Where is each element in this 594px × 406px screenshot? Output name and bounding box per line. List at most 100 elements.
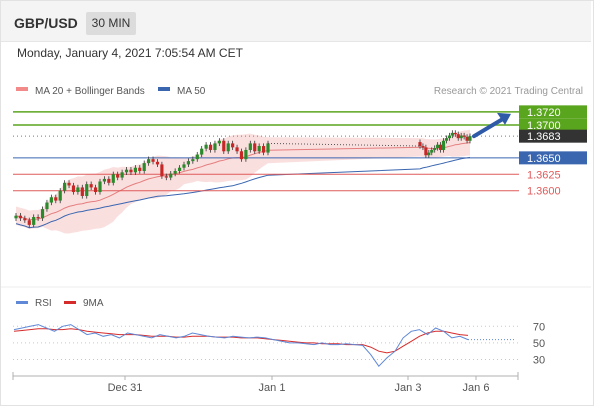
candle-body — [204, 144, 208, 149]
candle-body — [433, 148, 437, 150]
candle-body — [261, 146, 266, 153]
candle-body — [430, 149, 434, 153]
credit-label: Research © 2021 Trading Central — [434, 86, 583, 97]
header-bar: GBP/USD 30 MIN — [1, 1, 591, 42]
ma50-legend-label: MA 50 — [177, 86, 206, 97]
candle-body — [138, 167, 142, 171]
candle-body — [217, 140, 221, 144]
candle-body — [54, 197, 58, 201]
bollinger-legend-label: MA 20 + Bollinger Bands — [35, 86, 145, 97]
rsi-tick-label: 50 — [533, 338, 545, 350]
rsi-line — [13, 324, 469, 367]
level-label: 1.3600 — [527, 186, 561, 198]
level-label: 1.3625 — [527, 169, 561, 181]
candle-body — [424, 147, 428, 156]
candle-body — [257, 146, 261, 152]
candle-body — [436, 144, 440, 148]
candle-body — [248, 143, 252, 150]
candle-body — [80, 187, 84, 196]
candle-body — [421, 146, 425, 148]
candle-body — [213, 143, 217, 150]
candle-body — [164, 176, 168, 178]
candle-body — [195, 154, 199, 160]
candle-body — [111, 174, 115, 183]
candle-body — [231, 143, 235, 148]
candle-body — [147, 159, 151, 164]
candle-body — [45, 202, 49, 210]
symbol-title: GBP/USD — [14, 15, 78, 31]
candle-body — [182, 164, 186, 168]
candle-body — [36, 217, 40, 219]
candle-body — [239, 151, 244, 160]
datetime-label: Monday, January 4, 2021 7:05:54 AM CET — [17, 46, 243, 60]
candle-body — [222, 140, 226, 152]
candle-body — [27, 220, 31, 225]
candle-body — [89, 184, 93, 188]
candle-body — [453, 132, 457, 135]
candle-body — [456, 134, 460, 139]
level-label: 1.3720 — [527, 107, 561, 119]
last-price-tag — [519, 129, 587, 143]
candle-body — [129, 169, 133, 173]
candle-body — [186, 161, 191, 165]
candlesticks — [14, 130, 472, 228]
rsi-tick-label: 70 — [533, 321, 545, 333]
x-axis-labels: Dec 31 Jan 1 Jan 3 Jan 6 — [108, 376, 489, 394]
candle-body — [200, 148, 204, 155]
candle-body — [427, 152, 431, 156]
x-tick-label: Jan 1 — [259, 382, 286, 394]
candle-body — [191, 159, 195, 162]
candle-body — [441, 140, 446, 150]
candle-body — [133, 167, 137, 173]
candle-body — [151, 159, 155, 162]
candle-body — [459, 135, 463, 139]
timeframe-button[interactable]: 30 MIN — [86, 12, 136, 35]
candle-body — [32, 217, 36, 225]
candle-body — [438, 144, 443, 150]
candle-body — [18, 215, 23, 219]
rsi-tick-label: 30 — [533, 355, 545, 367]
rsi-ma-line — [13, 328, 469, 354]
candle-body — [160, 164, 164, 177]
forecast-arrow — [472, 112, 511, 139]
rsi-ma-legend-label: 9MA — [83, 298, 104, 309]
candle-body — [244, 149, 248, 160]
x-tick-label: Dec 31 — [108, 382, 143, 394]
resistance-price-tag — [519, 118, 587, 132]
candle-body — [462, 135, 466, 137]
candle-body — [253, 143, 257, 152]
candle-body — [102, 178, 107, 182]
candle-body — [49, 197, 53, 203]
candle-body — [468, 136, 472, 141]
candle-body — [14, 215, 18, 219]
bollinger-band-area — [16, 129, 470, 234]
resistance-price-tag — [519, 105, 587, 119]
candle-body — [124, 169, 129, 173]
pivot-price-tag — [519, 151, 587, 165]
candle-body — [63, 182, 67, 191]
candle-body — [71, 185, 76, 193]
candle-body — [58, 190, 62, 201]
rsi-panel: 70 50 30 — [13, 321, 545, 367]
candle-body — [177, 167, 182, 171]
candle-body — [444, 138, 449, 141]
forecast-arrow-line — [472, 116, 505, 139]
candle-body — [93, 187, 98, 193]
candle-body — [67, 182, 71, 186]
level-label: 1.3683 — [527, 131, 561, 143]
candle-body — [107, 178, 111, 183]
x-tick-label: Jan 3 — [395, 382, 422, 394]
candle-body — [76, 187, 80, 193]
candle-body — [173, 171, 177, 174]
candle-body — [447, 135, 452, 139]
candle-body — [208, 144, 213, 150]
rsi-legend-label: RSI — [35, 298, 52, 309]
candle-body — [120, 172, 124, 178]
candle-body — [235, 147, 239, 152]
candle-body — [418, 142, 422, 147]
candle-body — [85, 184, 89, 196]
candle-body — [465, 136, 469, 141]
candle-body — [450, 132, 454, 136]
